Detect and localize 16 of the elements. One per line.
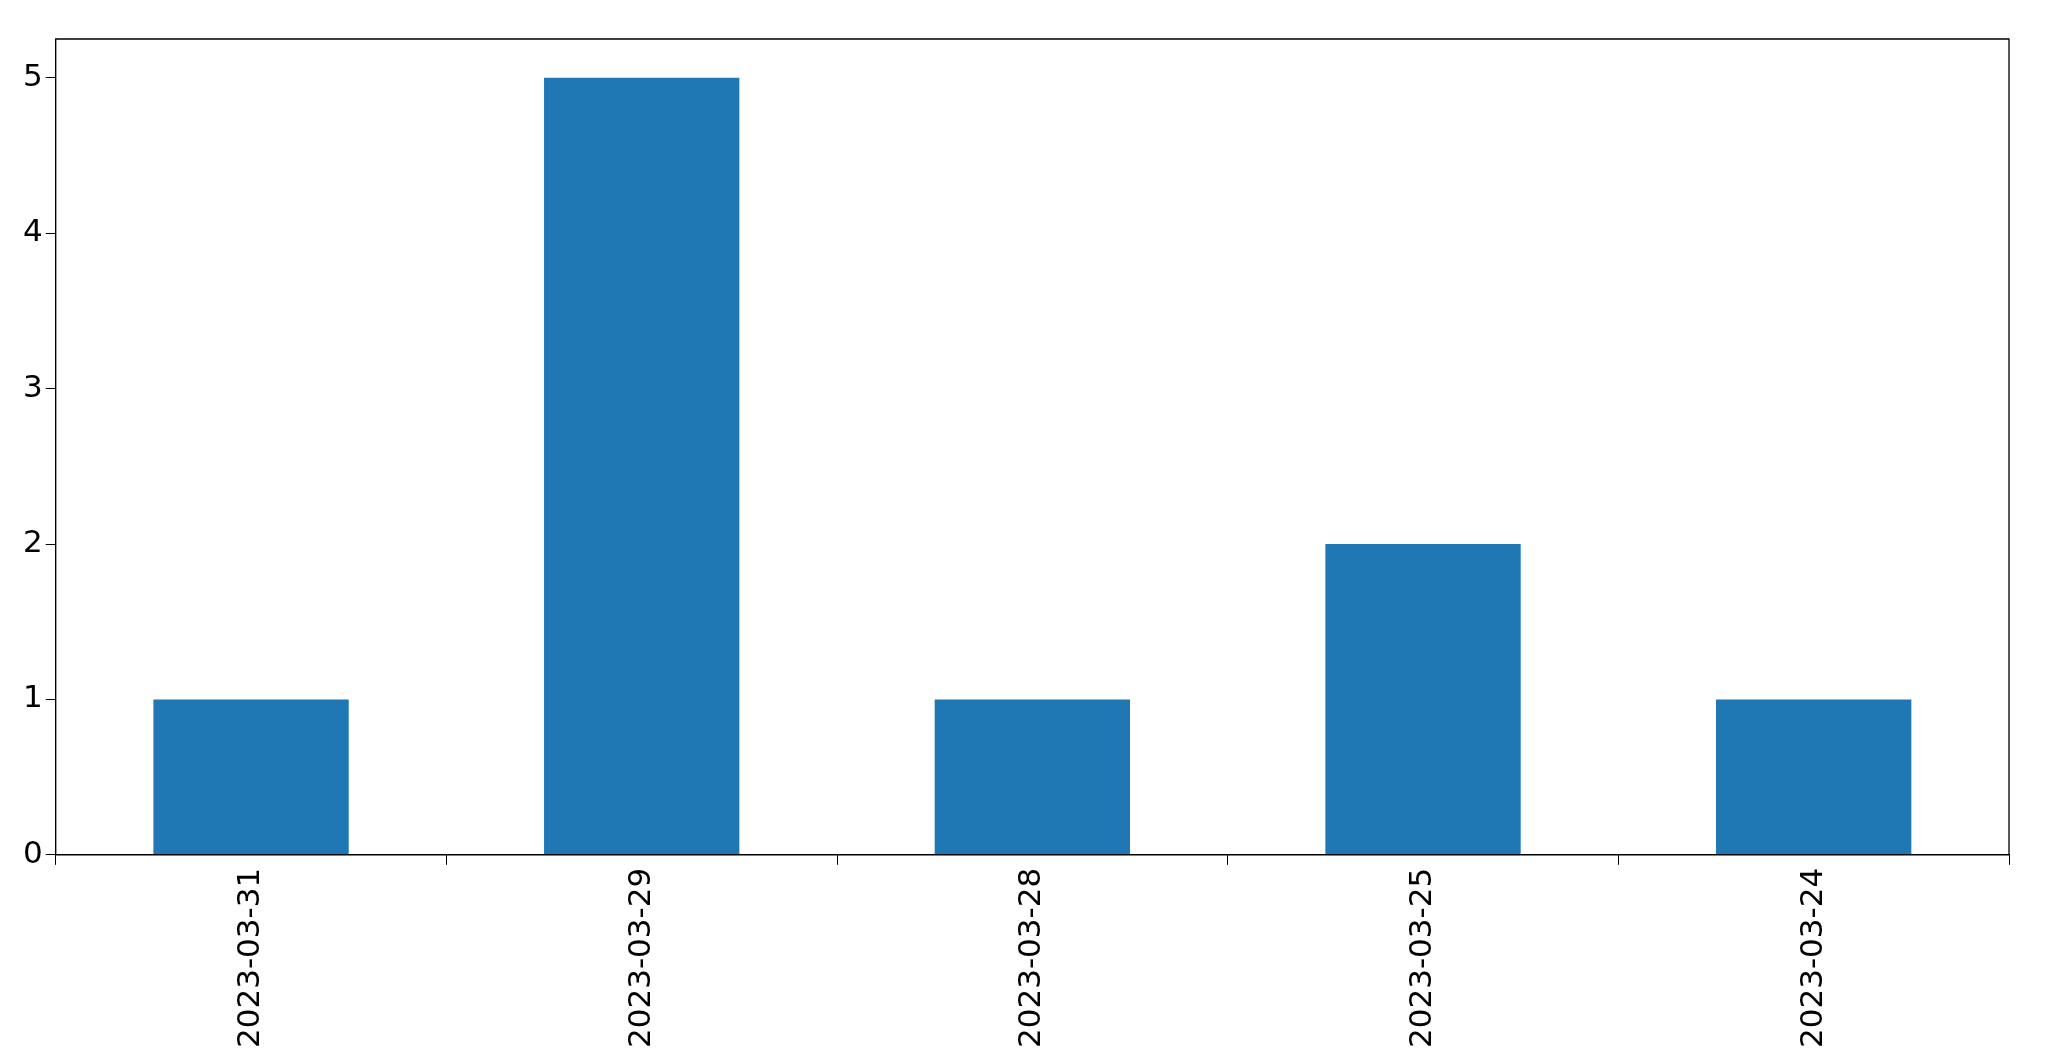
y-tick-label: 0 [22,833,43,870]
bar [153,699,349,855]
x-tick-label: 2023-03-25 [1402,867,1439,1049]
y-tick-label: 1 [22,678,43,715]
bar [1716,699,1912,855]
y-tick-label: 4 [22,212,43,249]
x-tick-label: 2023-03-29 [620,867,657,1049]
bar [1325,544,1521,855]
bar [544,77,740,855]
bar [934,699,1131,855]
y-tick-label: 5 [22,56,43,93]
x-tick-label: 2023-03-31 [230,867,267,1049]
y-tick-label: 2 [22,523,43,560]
x-tick-label: 2023-03-28 [1011,867,1048,1049]
x-tick-label: 2023-03-24 [1792,867,1829,1049]
y-tick-label: 3 [22,367,43,404]
